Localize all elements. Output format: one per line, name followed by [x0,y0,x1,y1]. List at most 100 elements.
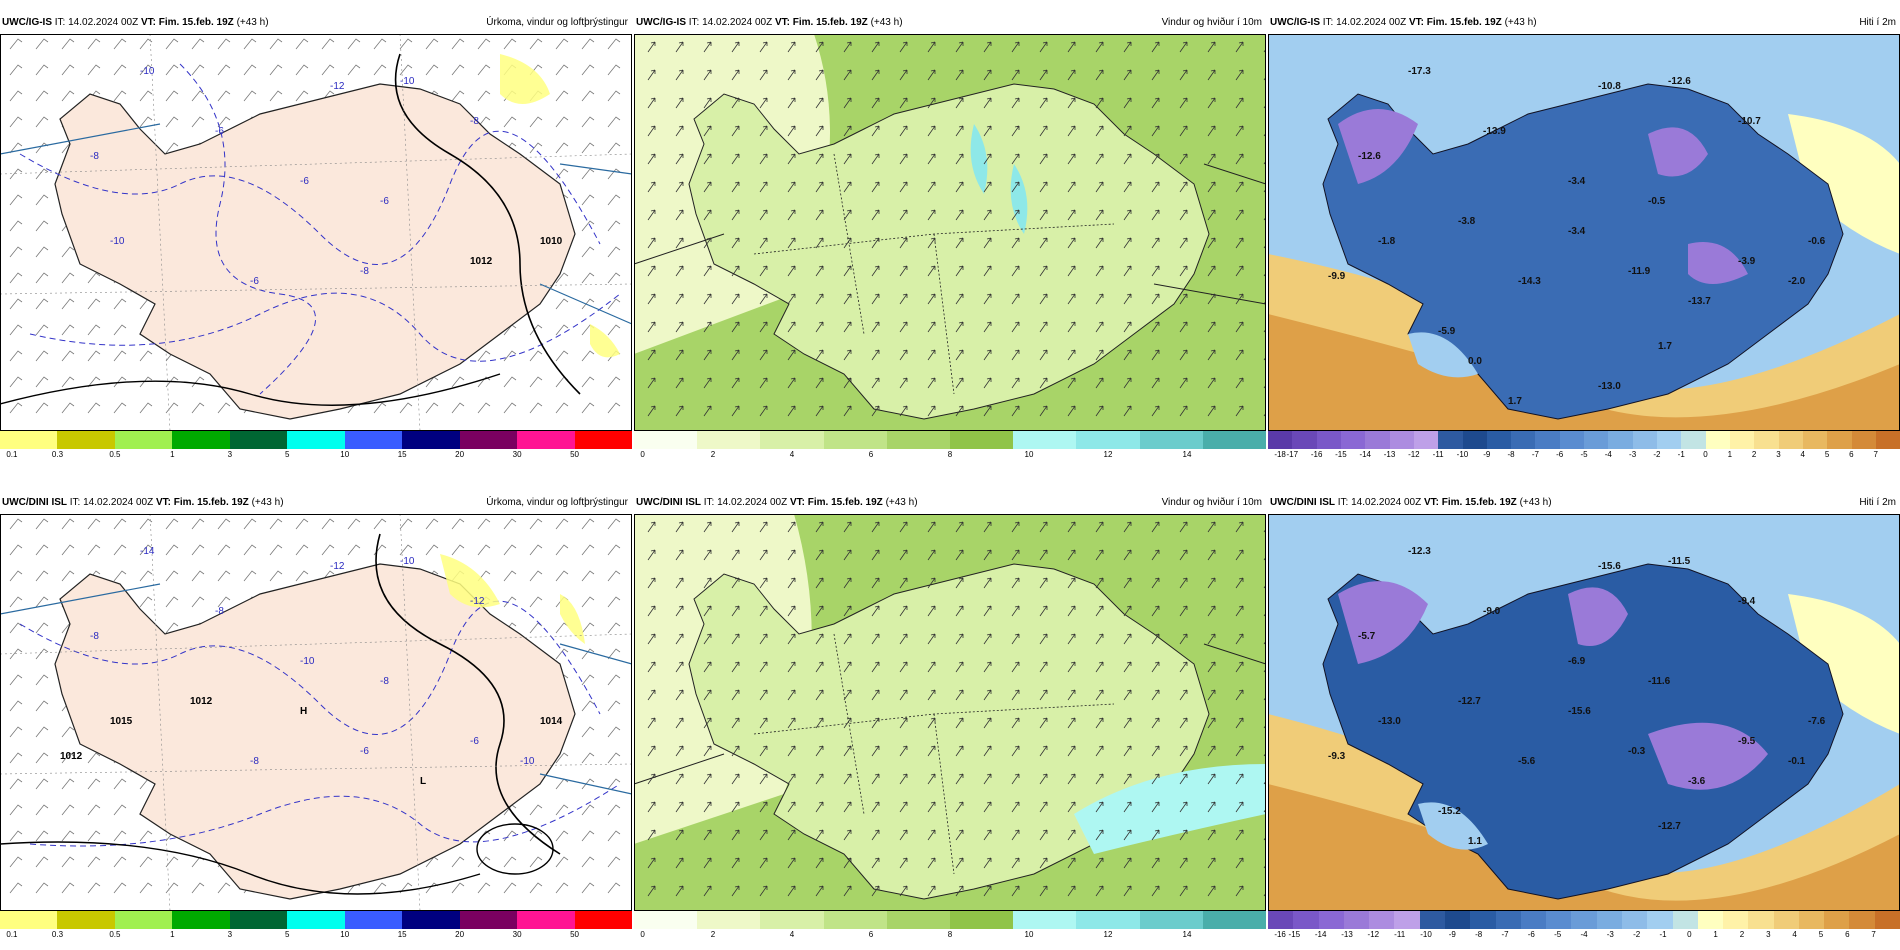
wind-arrow [1123,153,1132,165]
wind-arrow [899,689,908,701]
wind-arrow [899,829,908,841]
wind-arrow [1151,41,1160,53]
isobar-2 [0,841,481,895]
wind-barb [217,64,231,76]
warm-sea-2 [1268,314,1900,431]
wind-arrow [1095,521,1104,533]
map-value-label: -12.6 [1358,151,1381,162]
colorbar-segment [1571,911,1597,929]
colorbar-segment [1202,431,1267,449]
wind-barb [87,752,101,764]
panel-wind-igis: UWC/IG-IS IT: 14.02.2024 00Z VT: Fim. 15… [634,12,1267,464]
colorbar-tick-label: 10 [1024,450,1034,459]
wind-arrow [703,633,712,645]
wind-barb [9,116,23,128]
grid-line [0,514,632,911]
wind-arrow [731,801,740,813]
wind-arrow [1095,577,1104,589]
wind-arrow [1123,237,1132,249]
map-value-label: -10 [400,556,415,567]
wind-barb [87,38,101,50]
wind-barb [113,90,127,102]
wind-barb [61,544,75,556]
wind-arrow [1123,405,1132,417]
colorbar-segment [1486,431,1512,449]
wind-barb [165,64,179,76]
wind-arrow [1067,661,1076,673]
wind-arrow [647,293,656,305]
colorbar-tick-label: 10 [340,450,350,459]
wind-arrow [1011,349,1020,361]
wind-arrow [955,181,964,193]
wind-arrow [983,377,992,389]
wind-barb [113,376,127,388]
colorbar-tick-label: 8 [947,450,953,459]
wind-barb [35,64,49,76]
wind-barb [555,116,569,128]
wind-barb [607,570,621,582]
wind-arrow [1179,181,1188,193]
wind-arrow [871,633,880,645]
colorbar-segment [1754,431,1779,449]
colorbar-segment [1874,911,1900,929]
wind-barb [61,518,75,530]
wind-arrow [1067,633,1076,645]
wind-arrow [983,181,992,193]
wind-arrow [1067,857,1076,869]
wind-barb [607,830,621,842]
mild-coast [1418,802,1488,850]
wind-arrow [871,773,880,785]
wind-barb [581,518,595,530]
wind-arrow [955,405,964,417]
wind-arrow [703,181,712,193]
wind-barb [555,882,569,894]
wind-barb [555,38,569,50]
map-svg [634,34,1266,431]
colorbar-tick-label: 0.1 [6,930,18,939]
wind-arrow [1123,349,1132,361]
map-value-label: -10 [300,656,315,667]
wind-barb [581,272,595,284]
map-value-label: -0.3 [1628,746,1646,757]
wind-arrow [927,377,936,389]
wind-arrow [1039,829,1048,841]
wind-barb [607,752,621,764]
wind-arrow [1207,829,1216,841]
wind-barb [295,90,309,102]
header-left: UWC/DINI ISL IT: 14.02.2024 00Z VT: Fim.… [636,492,918,514]
wind-arrow [703,885,712,897]
wind-arrow [1123,773,1132,785]
wind-arrow [899,125,908,137]
wind-arrow [647,69,656,81]
vt-label: VT: [140,17,156,28]
wind-arrow [1207,237,1216,249]
panel-wind-dini: UWC/DINI ISL IT: 14.02.2024 00Z VT: Fim.… [634,492,1267,944]
cold-highlands [1338,581,1768,790]
wind-arrow [871,349,880,361]
wind-arrow [1207,773,1216,785]
wind-arrow [787,237,796,249]
colorbar-tick-label: -2 [1653,450,1661,459]
wind-arrow [647,209,656,221]
colorbar-segment [1681,431,1706,449]
wind-barb [425,518,439,530]
map-value-label: -6.9 [1568,656,1586,667]
wind-barb [35,648,49,660]
wind-barb [529,856,543,868]
wind-arrow [1095,605,1104,617]
wind-arrow [899,265,908,277]
colorbar-tick-label: 1 [170,450,175,459]
wind-arrow [703,69,712,81]
wind-barb [529,142,543,154]
colorbar-segment [697,431,761,449]
wind-arrow [1011,577,1020,589]
colorbar-ticks: 0.1 0.3 0.5 1 3 5 10 15 20 30 50 [0,449,632,463]
map-value-label: -15.6 [1568,706,1591,717]
wind-arrow [1123,857,1132,869]
wind-arrow [647,885,656,897]
wind-barb [581,778,595,790]
wind-arrow [1067,97,1076,109]
wind-barb [61,376,75,388]
wind-arrow [983,405,992,417]
wind-barb [399,38,413,50]
